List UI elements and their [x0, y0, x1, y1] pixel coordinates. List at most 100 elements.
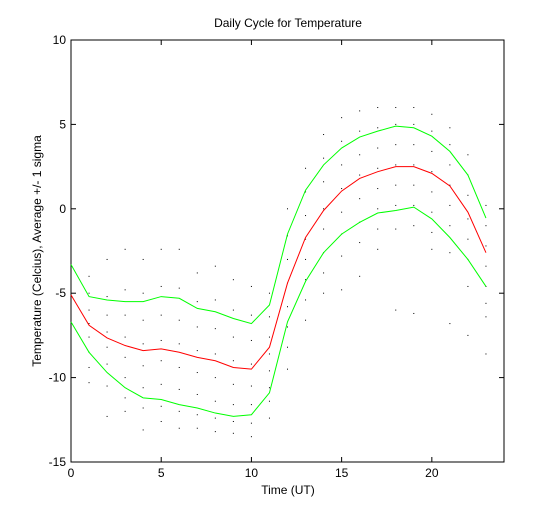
observation-dot [124, 397, 126, 399]
observation-dot [142, 407, 144, 409]
observation-dot [359, 130, 361, 132]
observation-dot [413, 123, 415, 125]
observation-dot [232, 420, 234, 422]
observation-dot [250, 385, 252, 387]
observation-dot [485, 302, 487, 304]
observation-dot [232, 309, 234, 311]
observation-dot [250, 285, 252, 287]
observation-dot [323, 208, 325, 210]
observation-dot [413, 204, 415, 206]
observation-dot [431, 150, 433, 152]
observation-dot [124, 410, 126, 412]
observation-dot [178, 366, 180, 368]
observation-dot [395, 184, 397, 186]
observation-dot [142, 387, 144, 389]
observation-dot [70, 289, 72, 291]
observation-dot [323, 292, 325, 294]
series-line [70, 206, 487, 417]
observation-dot [250, 314, 252, 316]
observation-dot [178, 287, 180, 289]
observation-dot [341, 117, 343, 119]
observation-dot [449, 252, 451, 254]
observation-dot [196, 393, 198, 395]
observation-dot [250, 339, 252, 341]
observation-dot [70, 247, 72, 249]
observation-dot [142, 343, 144, 345]
observation-dot [413, 312, 415, 314]
observation-dot [142, 365, 144, 367]
observation-dot [106, 296, 108, 298]
observation-dot [377, 188, 379, 190]
observation-dot [160, 420, 162, 422]
observation-dot [250, 363, 252, 365]
observation-dot [395, 204, 397, 206]
observation-dot [88, 275, 90, 277]
observation-dot [142, 429, 144, 431]
observation-dot [88, 309, 90, 311]
observation-dot [287, 258, 288, 260]
series-line [70, 125, 487, 325]
observation-dot [341, 164, 343, 166]
observation-dot [70, 329, 72, 331]
y-tick-label: -15 [49, 455, 67, 469]
observation-dot [341, 255, 343, 257]
observation-dot [106, 346, 108, 348]
observation-dot [359, 174, 361, 176]
observation-dot [323, 181, 325, 183]
observation-dot [359, 154, 361, 156]
observation-dot [124, 336, 126, 338]
observation-dot [431, 130, 433, 132]
x-tick-label: 15 [335, 466, 349, 480]
observation-dot [413, 144, 415, 146]
observation-dot [359, 242, 361, 244]
observation-dot [431, 211, 433, 213]
observation-dot [359, 275, 361, 277]
observation-dot [196, 301, 198, 303]
plot-frame [70, 39, 505, 463]
observation-dot [160, 339, 162, 341]
observation-dot [287, 346, 288, 348]
observation-dot [124, 356, 126, 358]
observation-dot [178, 388, 180, 390]
observation-dot [88, 382, 90, 384]
observation-dot [142, 292, 144, 294]
observation-dot [214, 377, 216, 379]
observation-dot [413, 107, 415, 109]
observation-dot [377, 228, 379, 230]
y-tick-label: 10 [53, 33, 67, 47]
observation-dot [377, 147, 379, 149]
observation-dot [88, 292, 90, 294]
observation-dot [287, 326, 288, 328]
observation-dot [449, 127, 451, 129]
observation-dot [268, 316, 270, 318]
observation-dot [395, 107, 397, 109]
observation-dot [88, 323, 90, 325]
observation-dot [395, 123, 397, 125]
observation-dot [70, 275, 72, 277]
observation-dot [377, 127, 379, 129]
observation-dot [106, 415, 108, 417]
observation-dot [323, 134, 325, 136]
x-tick-label: 10 [245, 466, 259, 480]
observation-dot [431, 191, 433, 193]
observation-dot [485, 316, 487, 318]
observation-dot [178, 248, 180, 250]
observation-dot [250, 422, 252, 424]
observation-dot [70, 301, 72, 303]
observation-dot [305, 279, 307, 281]
observation-dot [395, 228, 397, 230]
observation-dot [395, 164, 397, 166]
observation-dot [142, 258, 144, 260]
observation-dot [431, 113, 433, 115]
observation-dot [341, 211, 343, 213]
observation-dot [449, 225, 451, 227]
observation-dot [232, 336, 234, 338]
observation-dot [268, 417, 270, 419]
observation-dot [214, 353, 216, 355]
observation-dot [305, 258, 307, 260]
observation-dot [196, 272, 198, 274]
observation-dot [160, 248, 162, 250]
y-axis-label: Temperature (Celcius), Average +/- 1 sig… [30, 135, 44, 367]
observation-dot [232, 360, 234, 362]
